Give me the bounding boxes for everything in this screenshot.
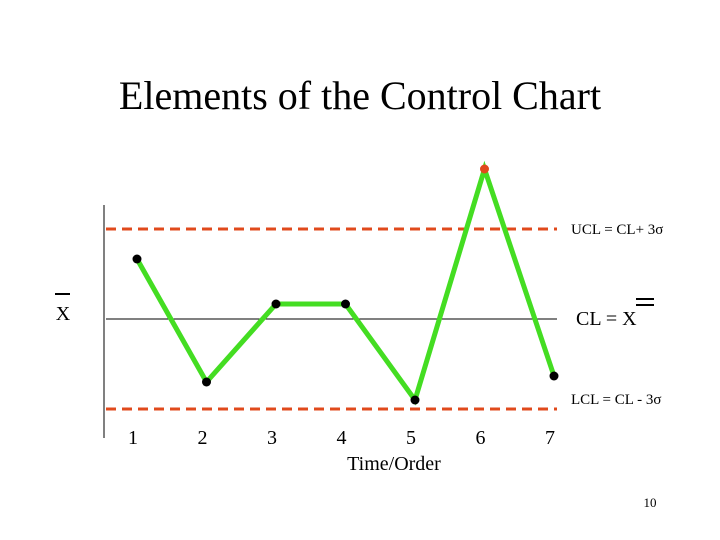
x-tick-label: 3 bbox=[267, 427, 277, 449]
data-point bbox=[549, 371, 559, 381]
y-axis-mean-label: X bbox=[56, 303, 71, 325]
x-tick-label: 4 bbox=[337, 427, 347, 449]
data-point bbox=[341, 299, 350, 309]
x-axis-label: Time/Order bbox=[347, 453, 441, 475]
lcl-label: LCL = CL - 3σ bbox=[571, 392, 661, 408]
data-point bbox=[271, 299, 281, 309]
slide-title: Elements of the Control Chart bbox=[118, 73, 602, 118]
data-point bbox=[480, 164, 489, 174]
x-tick-label: 2 bbox=[198, 427, 208, 449]
data-point bbox=[132, 254, 142, 264]
series-line bbox=[134, 160, 557, 406]
x-tick-label: 1 bbox=[128, 427, 138, 449]
ucl-label: UCL = CL+ 3σ bbox=[571, 222, 663, 238]
x-tick-label: 6 bbox=[476, 427, 486, 449]
x-tick-label: 7 bbox=[545, 427, 555, 449]
data-point bbox=[202, 377, 211, 387]
center-line-label: CL = X bbox=[576, 308, 637, 330]
data-point bbox=[410, 395, 420, 405]
x-tick-label: 5 bbox=[406, 427, 416, 449]
slide-number: 10 bbox=[643, 495, 657, 510]
